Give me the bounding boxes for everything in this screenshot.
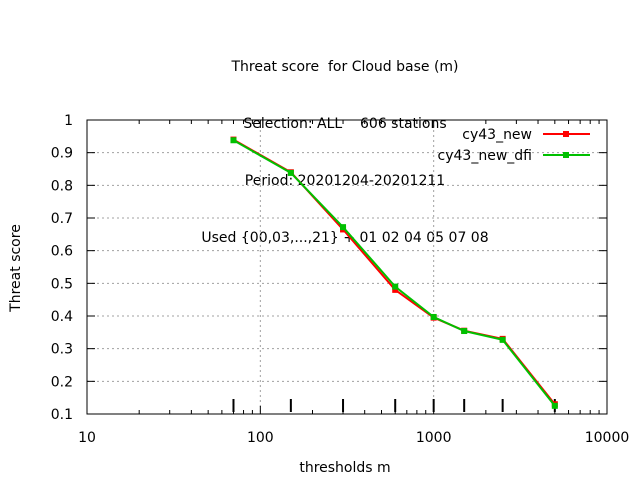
axis-ticks: 0.1 0.2 0.3 0.4 0.5 0.6 0.7 0.8 0.9 1 10 100 1000 100… — [51, 113, 630, 446]
legend-marker-cy43_new — [563, 131, 569, 137]
data-point-cy43_new_dfi — [551, 402, 558, 409]
data-point-cy43_new — [392, 286, 399, 293]
y-tick-label: 0.7 — [51, 211, 73, 227]
y-tick-label: 0.6 — [51, 244, 73, 260]
y-tick-label: 0.4 — [51, 309, 73, 325]
data-point-cy43_new_dfi — [340, 224, 347, 231]
threshold-markers — [232, 399, 556, 412]
x-tick-label: 1000 — [416, 430, 452, 446]
title-line-1: Threat score for Cloud base (m) — [231, 59, 459, 75]
y-tick-label: 1 — [64, 113, 73, 129]
y-tick-label: 0.9 — [51, 146, 73, 162]
y-axis-label: Threat score — [8, 224, 24, 313]
legend-label-cy43_new: cy43_new — [462, 127, 532, 143]
x-tick-label: 10000 — [585, 430, 630, 446]
series-line-cy43_new — [233, 138, 556, 405]
plot-frame — [86, 119, 608, 415]
data-point-cy43_new_dfi — [430, 313, 437, 320]
title-line-4: Used {00,03,...,21} + 01 02 04 05 07 08 — [201, 230, 489, 246]
legend-label-cy43_new_dfi: cy43_new_dfi — [438, 148, 532, 164]
legend-marker-cy43_new_dfi — [563, 152, 569, 158]
x-axis-label: thresholds m — [299, 460, 390, 476]
data-point-cy43_new_dfi — [461, 328, 468, 335]
x-tick-label: 100 — [247, 430, 274, 446]
series-lines — [230, 136, 558, 409]
data-point-cy43_new_dfi — [230, 137, 237, 144]
plot-border — [86, 119, 608, 415]
y-tick-label: 0.2 — [51, 374, 73, 390]
legend: cy43_new cy43_new_dfi — [438, 127, 590, 164]
y-tick-label: 0.1 — [51, 407, 73, 423]
data-point-cy43_new_dfi — [392, 283, 399, 290]
grid — [87, 120, 607, 414]
data-point-cy43_new_dfi — [287, 169, 294, 176]
series-line-cy43_new_dfi — [233, 139, 556, 407]
x-tick-label: 10 — [78, 430, 96, 446]
y-tick-label: 0.5 — [51, 276, 73, 292]
y-tick-label: 0.8 — [51, 178, 73, 194]
data-point-cy43_new_dfi — [499, 336, 506, 343]
y-tick-label: 0.3 — [51, 342, 73, 358]
